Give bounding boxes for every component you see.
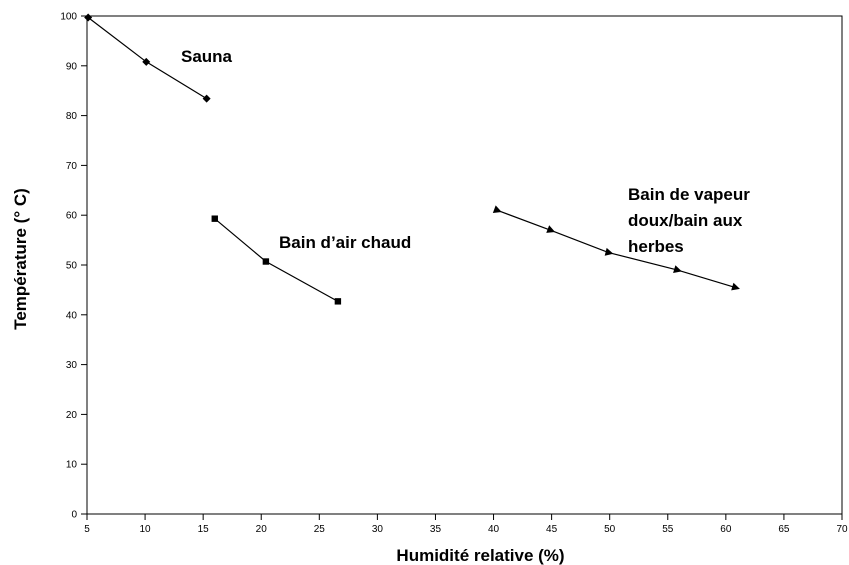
data-point-square [334, 298, 342, 305]
y-tick-label: 100 [60, 12, 77, 23]
x-tick-label: 10 [140, 524, 152, 535]
series-label-line-1: Bain de vapeur [628, 185, 750, 204]
series-0 [84, 13, 211, 103]
series-1 [211, 215, 342, 305]
data-point-square [262, 258, 270, 265]
y-tick-label: 80 [66, 111, 78, 122]
y-tick-label: 30 [66, 360, 78, 371]
data-point-triangle [546, 225, 556, 233]
x-tick-label: 15 [198, 524, 210, 535]
y-tick-label: 40 [66, 310, 78, 321]
series-line [214, 218, 339, 302]
data-point-triangle [604, 247, 614, 256]
x-tick-label: 35 [430, 524, 442, 535]
x-tick-label: 70 [836, 524, 848, 535]
plot-area [86, 15, 843, 515]
x-tick-label: 50 [604, 524, 616, 535]
x-tick-label: 60 [720, 524, 732, 535]
data-point-square [211, 215, 218, 222]
x-tick-label: 5 [84, 524, 90, 535]
y-tick-label: 60 [66, 211, 78, 222]
series-label-bain-vapeur: Bain de vapeur doux/bain aux herbes [628, 185, 755, 256]
y-tick-label: 90 [66, 61, 78, 72]
series-label-bain-air-chaud: Bain d’air chaud [279, 233, 411, 252]
x-axis-title: Humidité relative (%) [396, 546, 564, 565]
x-axis: 5 10 15 20 25 30 35 40 45 50 55 60 65 70 [84, 514, 848, 535]
x-tick-label: 45 [546, 524, 558, 535]
y-axis: 0 10 20 30 40 50 60 70 80 90 100 [60, 12, 87, 521]
y-tick-label: 70 [66, 161, 78, 172]
series-label-line-2: doux/bain aux [628, 211, 743, 230]
x-tick-label: 40 [488, 524, 500, 535]
series-label-sauna: Sauna [181, 47, 233, 66]
series-label-line-3: herbes [628, 237, 684, 256]
data-point-diamond [202, 94, 211, 103]
x-tick-label: 30 [372, 524, 384, 535]
y-tick-label: 50 [66, 261, 78, 272]
data-point-triangle [492, 205, 502, 213]
series-2 [492, 205, 740, 291]
y-tick-label: 0 [71, 510, 77, 521]
data-point-diamond [142, 57, 151, 66]
series-layer [84, 13, 740, 305]
data-point-triangle [673, 265, 682, 274]
x-tick-label: 25 [314, 524, 326, 535]
y-axis-title: Température (° C) [11, 188, 30, 330]
y-tick-label: 20 [66, 410, 78, 421]
data-point-triangle [731, 282, 740, 291]
y-tick-label: 10 [66, 460, 78, 471]
data-point-diamond [84, 13, 93, 22]
x-tick-label: 55 [662, 524, 674, 535]
x-tick-label: 65 [778, 524, 790, 535]
plot-border [86, 15, 843, 515]
x-tick-label: 20 [256, 524, 268, 535]
